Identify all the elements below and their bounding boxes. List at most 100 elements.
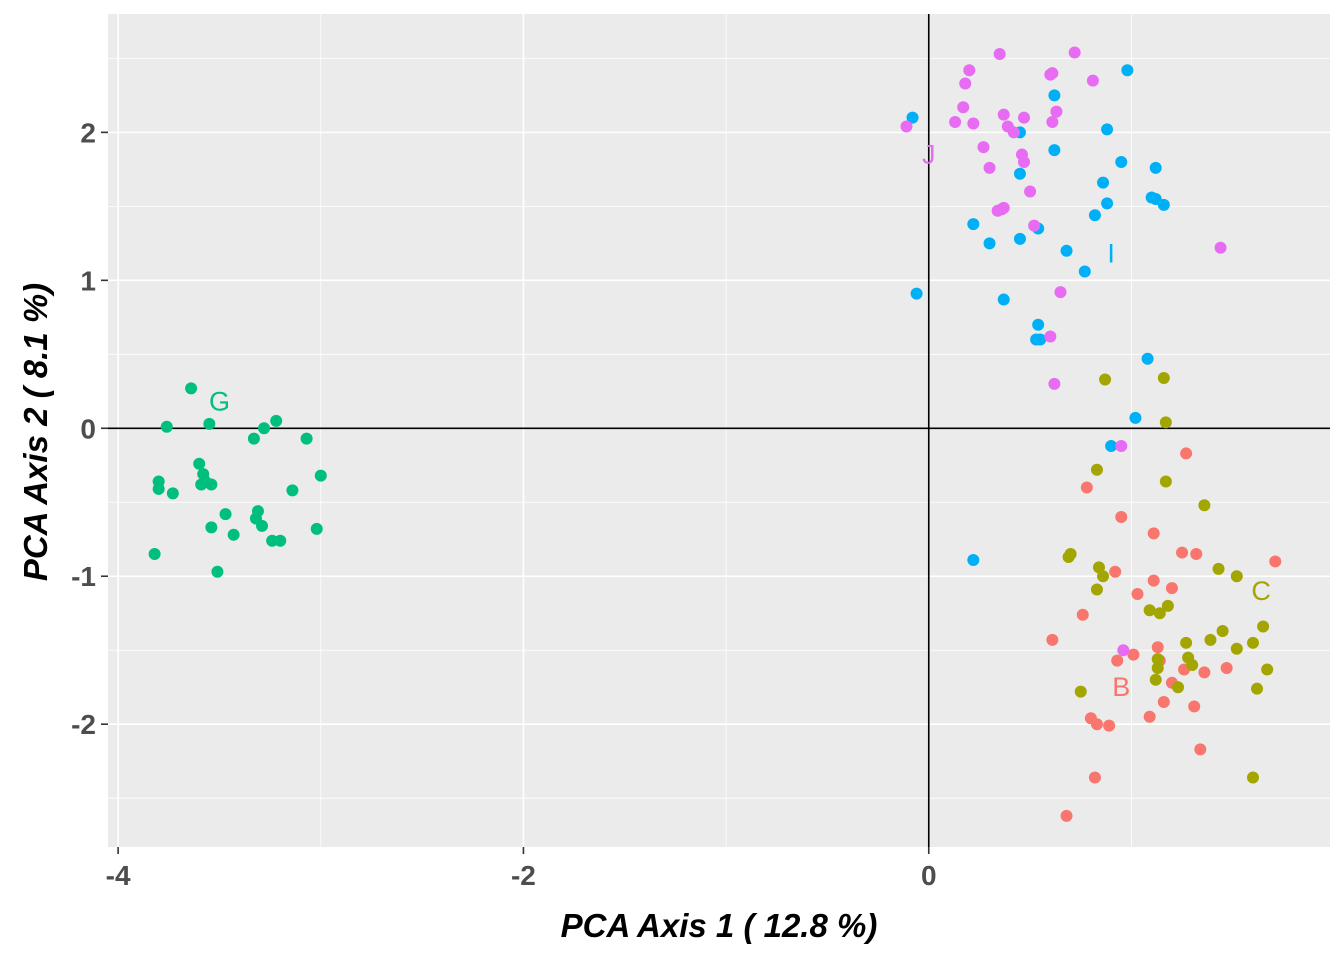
point-group-c [1159,416,1172,429]
point-group-g [160,420,173,433]
point-group-b [1151,641,1164,654]
point-group-i [910,287,923,300]
point-group-i [1013,232,1026,245]
point-group-c [1062,551,1075,564]
point-group-g [185,382,198,395]
point-group-i [1149,161,1162,174]
y-axis: -2 -1 0 1 2 [71,117,108,740]
point-group-c [1143,604,1156,617]
point-group-i [967,553,980,566]
point-group-b [1131,587,1144,600]
point-group-c [1090,463,1103,476]
point-group-j [1214,241,1227,254]
point-group-j [1117,644,1130,657]
point-group-c [1151,653,1164,666]
point-group-g [193,457,206,470]
point-group-b [1269,555,1282,568]
point-group-c [1099,373,1112,386]
point-group-c [1161,599,1174,612]
point-group-i [1013,167,1026,180]
point-group-b [1143,710,1156,723]
x-tick-label: -2 [511,860,536,891]
point-group-j [1024,185,1037,198]
point-group-g [314,469,327,482]
minor-gridlines [108,14,1330,847]
point-group-c [1159,475,1172,488]
group-labels: B C G I J [209,140,1271,703]
point-group-b [1080,481,1093,494]
point-group-i [1048,89,1061,102]
point-group-c [1251,682,1264,695]
point-group-c [1216,624,1229,637]
point-group-i [1088,209,1101,222]
point-group-i [1121,64,1134,77]
point-group-c [1172,681,1185,694]
x-axis: -4 -2 0 [106,847,937,891]
point-group-c [1149,673,1162,686]
point-group-j [1050,105,1063,118]
point-group-b [1060,809,1073,822]
y-tick-label: 0 [80,413,96,444]
point-group-b [1190,548,1203,561]
point-group-j [1028,219,1041,232]
point-group-j [983,161,996,174]
y-tick-label: -1 [71,561,96,592]
point-group-j [963,64,976,77]
point-group-i [1060,244,1073,257]
point-group-j [967,117,980,130]
point-group-g [148,548,161,561]
point-group-i [1078,265,1091,278]
point-group-g [270,414,283,427]
point-group-g [300,432,313,445]
point-group-g [203,417,216,430]
group-label-b: B [1112,672,1130,702]
point-group-b [1194,743,1207,756]
point-group-c [1151,661,1164,674]
point-group-i [967,218,980,231]
x-axis-title: PCA Axis 1 ( 12.8 %) [561,907,878,944]
x-tick-label: 0 [921,860,937,891]
point-group-i [1101,197,1114,210]
point-group-g [266,534,279,547]
point-group-j [1068,46,1081,59]
point-group-j [1007,126,1020,139]
point-group-c [1090,583,1103,596]
point-group-b [1046,633,1059,646]
point-group-c [1230,642,1243,655]
plot-panel [108,14,1330,847]
point-group-j [1044,330,1057,343]
data-points [148,46,1282,822]
point-group-c [1246,636,1259,649]
y-axis-title: PCA Axis 2 ( 8.1 %) [17,283,54,581]
point-group-c [1230,570,1243,583]
point-group-g [205,478,218,491]
point-group-c [1257,620,1270,633]
point-group-g [152,482,165,495]
point-group-g [211,565,224,578]
point-group-c [1212,562,1225,575]
point-group-i [983,237,996,250]
point-group-j [1046,116,1059,129]
point-group-c [1261,663,1274,676]
y-tick-label: 1 [80,265,96,296]
point-group-b [1188,700,1201,713]
point-group-c [1246,771,1259,784]
point-group-b [1109,565,1122,578]
point-group-b [1111,654,1124,667]
point-group-c [1204,633,1217,646]
point-group-i [1157,198,1170,211]
point-group-b [1115,511,1128,524]
group-label-g: G [209,387,230,417]
point-group-j [1017,155,1030,168]
point-group-b [1165,582,1178,595]
point-group-g [227,528,240,541]
point-group-c [1074,685,1087,698]
reference-lines [108,14,1330,847]
point-group-g [166,487,179,500]
point-group-c [1186,659,1199,672]
x-tick-label: -4 [106,860,131,891]
point-group-b [1157,696,1170,709]
point-group-i [1129,411,1142,424]
point-group-j [1046,67,1059,80]
